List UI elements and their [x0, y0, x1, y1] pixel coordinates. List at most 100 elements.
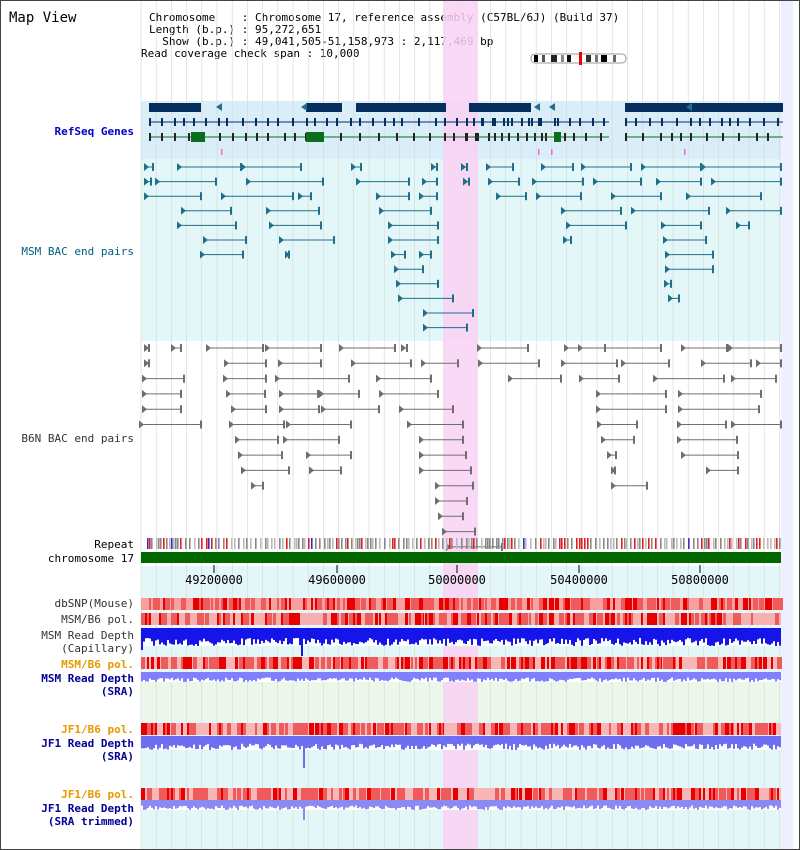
heat-mark: [743, 788, 746, 800]
pair-end-arrow: [665, 250, 670, 259]
heat-mark: [265, 657, 267, 669]
pair-end-tick: [322, 177, 324, 186]
heat-mark: [485, 598, 487, 610]
heat-mark: [737, 723, 739, 735]
exon: [161, 118, 163, 126]
depth-bar: [375, 628, 377, 641]
depth-bar: [425, 628, 427, 640]
heat-mark: [175, 613, 178, 625]
heat-mark: [361, 657, 364, 669]
depth-bar: [173, 672, 175, 681]
pair-end-arrow: [391, 250, 396, 259]
depth-bar: [729, 800, 731, 809]
depth-bar: [733, 800, 735, 806]
depth-bar: [683, 628, 685, 646]
depth-bar: [649, 672, 651, 681]
depth-bar: [497, 672, 499, 682]
depth-bar: [719, 736, 721, 745]
depth-bar: [575, 628, 577, 643]
depth-bar: [245, 800, 247, 807]
depth-bar: [489, 736, 491, 749]
heat-mark: [651, 598, 656, 610]
heat-mark: [295, 613, 297, 625]
depth-bar: [379, 736, 381, 747]
repeat-mark: [626, 538, 628, 549]
repeat-mark: [603, 538, 605, 549]
pair-end-arrow: [142, 389, 147, 398]
gene-strand-arrow: [534, 103, 540, 111]
repeat-mark: [324, 538, 326, 549]
heat-mark: [667, 657, 672, 669]
repeat-mark: [545, 538, 547, 549]
pair-end-arrow: [319, 389, 324, 398]
depth-tracks: [141, 628, 781, 820]
heat-mark: [755, 723, 760, 735]
depth-bar: [739, 800, 741, 808]
chromosome-ideogram: [530, 52, 627, 65]
depth-bar: [529, 628, 531, 641]
depth-bar: [309, 672, 311, 681]
heat-mark: [659, 788, 663, 800]
depth-bar: [297, 736, 299, 747]
depth-bar: [385, 672, 387, 681]
depth-bar: [531, 672, 533, 680]
depth-bar: [177, 672, 179, 679]
heat-mark: [219, 657, 221, 669]
depth-bar: [235, 736, 237, 747]
pair-end-tick: [277, 435, 279, 444]
depth-bar: [429, 672, 431, 678]
repeat-mark: [502, 538, 504, 549]
heat-mark: [529, 657, 531, 669]
depth-bar: [467, 628, 469, 641]
repeat-mark: [279, 538, 281, 549]
pair-end-tick: [410, 359, 412, 368]
depth-bar: [323, 628, 325, 644]
heat-mark: [337, 657, 340, 669]
heat-mark: [425, 723, 428, 735]
heat-mark: [171, 598, 174, 610]
depth-bar: [223, 800, 225, 809]
depth-bar: [527, 672, 529, 678]
heat-mark: [735, 598, 738, 610]
pair-end-arrow: [394, 265, 399, 274]
depth-bar: [519, 736, 521, 744]
heat-mark: [237, 723, 240, 735]
heat-mark: [419, 788, 423, 800]
pair-end-tick: [183, 374, 185, 383]
heat-mark: [409, 613, 411, 625]
depth-bar: [267, 800, 269, 809]
depth-bar: [489, 800, 491, 807]
depth-bar: [679, 800, 681, 808]
depth-bar: [249, 628, 251, 639]
depth-bar: [705, 628, 707, 639]
depth-bar: [143, 672, 145, 680]
pair-end-tick: [148, 359, 150, 368]
gene-mark: [551, 149, 553, 155]
depth-bar: [547, 736, 549, 749]
heat-mark: [753, 598, 758, 610]
heat-mark: [199, 613, 204, 625]
depth-bar: [425, 672, 427, 678]
depth-bar: [539, 800, 541, 808]
heat-mark: [293, 657, 297, 669]
depth-bar: [217, 672, 219, 680]
pair-end-arrow: [206, 344, 211, 352]
depth-bar: [191, 628, 193, 645]
exon: [541, 133, 543, 141]
pair-end-tick: [705, 236, 707, 244]
depth-bar: [219, 800, 221, 808]
depth-bar: [377, 628, 379, 645]
depth-bar: [299, 800, 301, 807]
depth-bar: [339, 672, 341, 680]
heat-mark: [475, 657, 478, 669]
depth-bar: [287, 672, 289, 681]
axis-tick-label: 50400000: [550, 573, 608, 587]
heat-mark: [759, 657, 762, 669]
jf1-read-depth-trim-sub: (SRA trimmed): [47, 815, 134, 828]
heat-mark: [385, 723, 388, 735]
heat-mark: [327, 657, 331, 669]
depth-bar: [255, 628, 257, 644]
heat-mark: [665, 598, 670, 610]
depth-bar: [473, 736, 475, 746]
